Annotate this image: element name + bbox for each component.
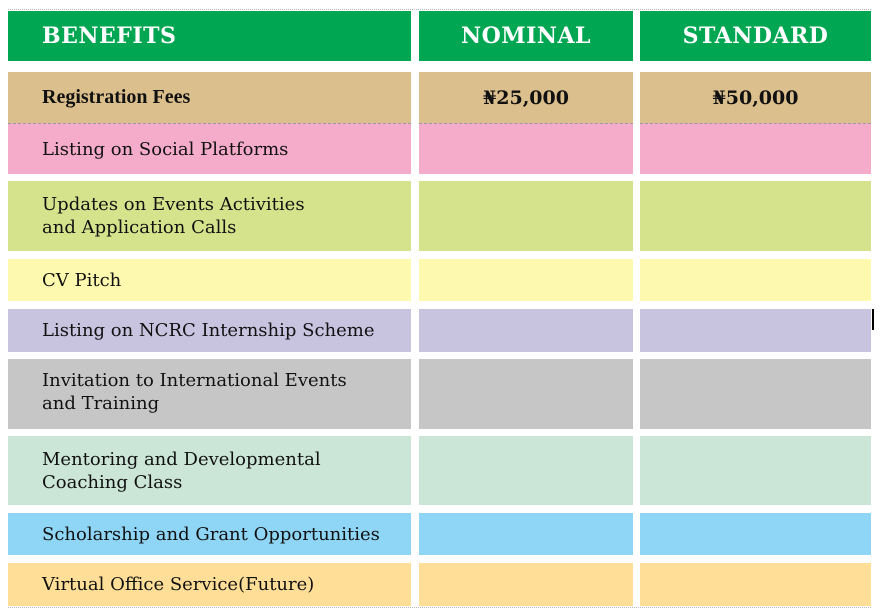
benefit-row-standard <box>640 359 871 429</box>
benefit-row-label: CV Pitch <box>8 259 411 301</box>
benefit-row-nominal <box>419 123 633 174</box>
benefit-row-label: Scholarship and Grant Opportunities <box>8 513 411 555</box>
benefit-row-nominal <box>419 563 633 606</box>
table-border-bottom <box>8 607 871 608</box>
benefit-row-nominal <box>419 259 633 301</box>
benefit-row-nominal <box>419 309 633 352</box>
benefit-label-line: and Training <box>42 393 160 414</box>
benefit-row-nominal <box>419 359 633 429</box>
benefit-row-label: Updates on Events Activities and Applica… <box>8 181 411 251</box>
fees-nominal-value: ₦25,000 <box>419 72 633 123</box>
benefit-row-standard <box>640 563 871 606</box>
header-standard: STANDARD <box>640 11 871 61</box>
benefit-label-line: Mentoring and Developmental <box>42 448 321 470</box>
table-border-top <box>8 9 871 10</box>
benefit-row-standard <box>640 259 871 301</box>
text-cursor <box>872 309 874 330</box>
header-nominal: NOMINAL <box>419 11 633 61</box>
benefit-row-standard <box>640 513 871 555</box>
benefit-row-standard <box>640 123 871 174</box>
benefit-row-label: Listing on NCRC Internship Scheme <box>8 309 411 352</box>
benefit-row-label: Listing on Social Platforms <box>8 123 411 174</box>
benefit-label-line: Coaching Class <box>42 471 183 493</box>
benefit-row-standard <box>640 436 871 505</box>
benefit-row-label: Virtual Office Service(Future) <box>8 563 411 606</box>
benefit-label-line: Invitation to International Events <box>42 370 347 391</box>
benefit-row-label: Invitation to International Events and T… <box>8 359 411 429</box>
benefit-row-nominal <box>419 436 633 505</box>
benefit-row-standard <box>640 181 871 251</box>
benefit-row-label: Mentoring and Developmental Coaching Cla… <box>8 436 411 505</box>
fees-label: Registration Fees <box>8 72 411 123</box>
benefit-row-standard <box>640 309 871 352</box>
benefit-row-nominal <box>419 181 633 251</box>
header-benefits: BENEFITS <box>8 11 411 61</box>
benefit-label-line: Updates on Events Activities <box>42 194 305 215</box>
benefit-label-line: and Application Calls <box>42 217 237 238</box>
fees-standard-value: ₦50,000 <box>640 72 871 123</box>
benefit-row-nominal <box>419 513 633 555</box>
